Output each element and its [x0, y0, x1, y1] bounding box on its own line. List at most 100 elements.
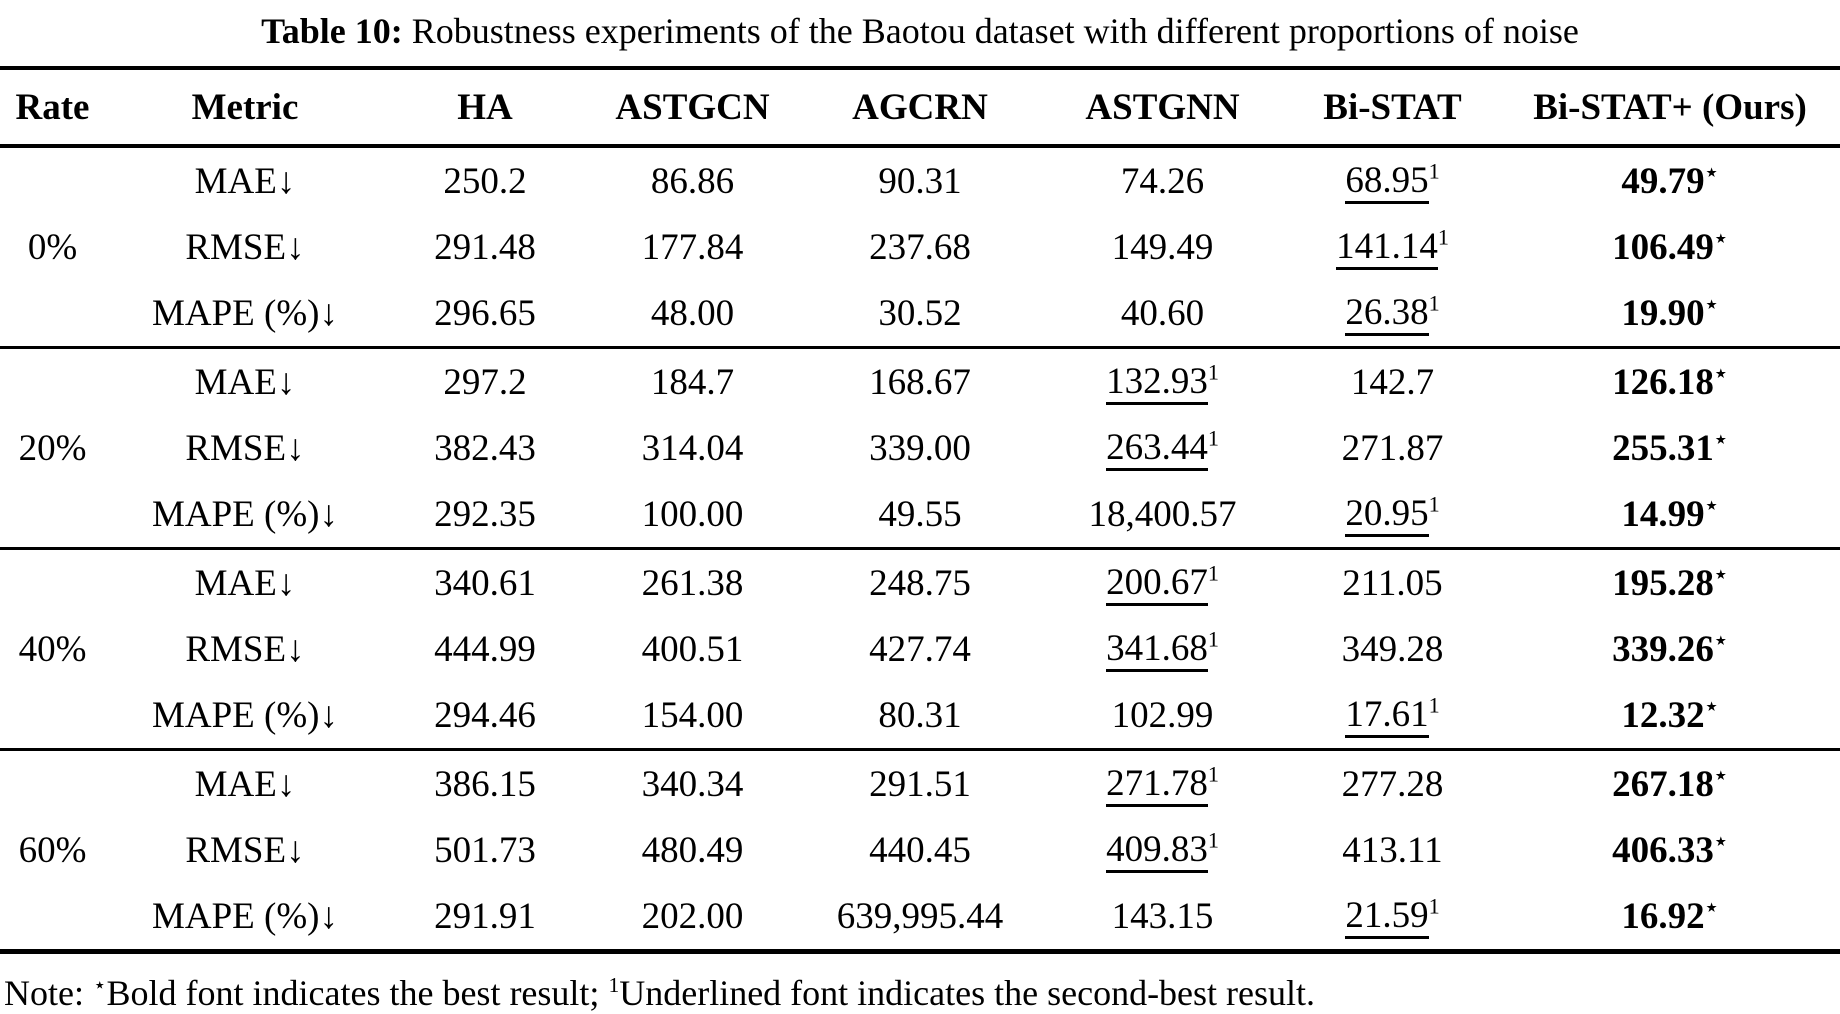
table-row: MAPE (%)↓ 296.65 48.00 30.52 40.60 26.381 19.9…	[0, 280, 1840, 348]
rate-group-40: 40% MAE↓ 340.61 261.38 248.75 200.671 211.05 19…	[0, 547, 1840, 750]
table-row: MAPE (%)↓ 294.46 154.00 80.31 102.99 17.611 12…	[0, 682, 1840, 750]
value-cell: 340.61	[385, 547, 585, 616]
rate-group-60: 60% MAE↓ 386.15 340.34 291.51 271.781 277.28 26…	[0, 748, 1840, 952]
table-row: RMSE↓ 382.43 314.04 339.00 263.441 271.87 255.…	[0, 415, 1840, 481]
best-marker: ⋆	[1713, 426, 1728, 453]
value-cell: 382.43	[434, 427, 536, 469]
value-cell: 292.35	[434, 493, 536, 535]
note-best-text: Bold font indicates the best result;	[106, 973, 609, 1013]
best-value: 406.33	[1612, 829, 1714, 871]
metric-cell: MAPE (%)↓	[151, 694, 338, 736]
value-cell: 349.28	[1341, 628, 1444, 670]
table-row: 0% MAE↓ 250.2 86.86 90.31 74.26 68.951 49.79⋆	[0, 144, 1840, 348]
best-marker: ⋆	[1713, 627, 1728, 654]
second-best-value: 20.95	[1345, 495, 1429, 537]
metric-cell: MAE↓	[105, 748, 385, 817]
table-row: MAPE (%)↓ 292.35 100.00 49.55 18,400.57 20.95…	[0, 481, 1840, 549]
value-cell: 480.49	[641, 829, 744, 871]
column-header-astgcn: ASTGCN	[585, 68, 800, 148]
best-marker: ⋆	[1713, 762, 1728, 789]
second-best-marker: 1	[1437, 224, 1449, 250]
value-cell: 271.781	[1040, 748, 1285, 817]
value-cell: 294.46	[434, 694, 536, 736]
second-best-value: 26.38	[1345, 294, 1429, 336]
value-cell: 400.51	[641, 628, 744, 670]
results-table: Rate Metric HA ASTGCN AGCRN ASTGNN Bi-STAT Bi-S…	[0, 66, 1840, 954]
value-cell: 143.15	[1111, 895, 1214, 937]
value-cell: 80.31	[878, 694, 962, 736]
metric-cell: MAPE (%)↓	[151, 895, 338, 937]
table-caption-text: Robustness experiments of the Baotou dat…	[411, 11, 1579, 51]
rate-cell: 0%	[0, 144, 105, 348]
value-cell: 17.611	[1285, 682, 1500, 750]
second-best-value: 409.83	[1106, 831, 1208, 873]
value-cell: 237.68	[869, 226, 971, 268]
second-best-marker: 1	[1428, 893, 1440, 919]
best-value: 195.28	[1612, 562, 1714, 604]
value-cell: 314.04	[641, 427, 744, 469]
value-cell: 90.31	[800, 144, 1040, 214]
table-row: RMSE↓ 444.99 400.51 427.74 341.681 349.28 339.…	[0, 616, 1840, 682]
best-marker: ⋆	[1704, 693, 1719, 720]
second-best-marker: 1	[1428, 491, 1440, 517]
value-cell: 132.931	[1040, 346, 1285, 415]
header-row: Rate Metric HA ASTGCN AGCRN ASTGNN Bi-STAT Bi-S…	[0, 68, 1840, 148]
value-cell: 444.99	[434, 628, 536, 670]
metric-cell: RMSE↓	[185, 628, 305, 670]
second-best-marker: 1	[1207, 827, 1219, 853]
table-row: 40% MAE↓ 340.61 261.38 248.75 200.671 211.05 19…	[0, 547, 1840, 750]
value-cell: 68.951	[1285, 144, 1500, 214]
second-best-value: 341.68	[1106, 630, 1208, 672]
value-cell: 126.18⋆	[1500, 346, 1840, 415]
value-cell: 291.48	[434, 226, 536, 268]
value-cell: 261.38	[585, 547, 800, 616]
second-best-value: 200.67	[1106, 564, 1208, 606]
rate-cell: 60%	[0, 748, 105, 952]
rate-group-20: 20% MAE↓ 297.2 184.7 168.67 132.931 142.7 126.1…	[0, 346, 1840, 549]
table-row: RMSE↓ 291.48 177.84 237.68 149.49 141.141 106.…	[0, 214, 1840, 280]
metric-cell: MAE↓	[105, 144, 385, 214]
metric-cell: MAE↓	[105, 346, 385, 415]
value-cell: 248.75	[800, 547, 1040, 616]
best-marker: ⋆	[1713, 828, 1728, 855]
value-cell: 406.33⋆	[1500, 817, 1840, 883]
value-cell: 297.2	[385, 346, 585, 415]
second-best-value: 271.78	[1106, 765, 1208, 807]
note-second-text: Underlined font indicates the second-bes…	[619, 973, 1316, 1013]
second-best-value: 17.61	[1345, 696, 1429, 738]
value-cell: 49.79⋆	[1500, 144, 1840, 214]
value-cell: 440.45	[869, 829, 971, 871]
value-cell: 267.18⋆	[1500, 748, 1840, 817]
best-value: 49.79	[1621, 160, 1705, 202]
second-best-marker: 1	[1207, 626, 1219, 652]
metric-cell: MAE↓	[105, 547, 385, 616]
value-cell: 340.34	[585, 748, 800, 817]
value-cell: 386.15	[385, 748, 585, 817]
metric-cell: MAPE (%)↓	[151, 292, 338, 334]
table-caption-label: Table 10:	[261, 11, 403, 51]
value-cell: 142.7	[1285, 346, 1500, 415]
table-row: RMSE↓ 501.73 480.49 440.45 409.831 413.11 406.…	[0, 817, 1840, 883]
second-best-marker: 1	[1428, 692, 1440, 718]
value-cell: 74.26	[1040, 144, 1285, 214]
value-cell: 250.2	[385, 144, 585, 214]
column-header-bi-stat-ours: Bi-STAT+ (Ours)	[1500, 68, 1840, 148]
metric-cell: RMSE↓	[185, 427, 305, 469]
table-row: 20% MAE↓ 297.2 184.7 168.67 132.931 142.7 126.1…	[0, 346, 1840, 549]
table-note: Note: ⋆Bold font indicates the best resu…	[0, 954, 1840, 1014]
value-cell: 40.60	[1120, 292, 1205, 334]
value-cell: 18,400.57	[1088, 493, 1237, 535]
value-cell: 413.11	[1342, 829, 1443, 871]
value-cell: 277.28	[1285, 748, 1500, 817]
best-marker: ⋆	[1704, 492, 1719, 519]
value-cell: 296.65	[434, 292, 536, 334]
value-cell: 141.141	[1285, 214, 1500, 280]
metric-cell: RMSE↓	[185, 829, 305, 871]
table-caption: Table 10: Robustness experiments of the …	[0, 0, 1840, 66]
second-best-value: 21.59	[1345, 897, 1429, 939]
best-marker: ⋆	[1713, 360, 1728, 387]
column-header-astgnn: ASTGNN	[1040, 68, 1285, 148]
value-cell: 255.31⋆	[1500, 415, 1840, 481]
second-best-value: 263.44	[1106, 429, 1208, 471]
metric-cell: MAPE (%)↓	[151, 493, 338, 535]
